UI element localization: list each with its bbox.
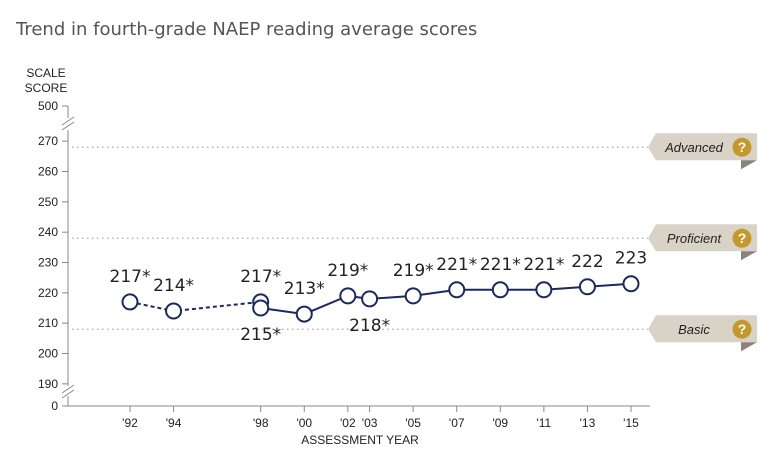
- data-point-accommodations-not-permitted-1994: [165, 302, 183, 320]
- reference-tag-fold-proficient: [741, 251, 757, 261]
- data-point-accommodations-permitted-2013: [578, 278, 596, 296]
- chart-title: Trend in fourth-grade NAEP reading avera…: [16, 19, 478, 40]
- help-icon-advanced: [732, 137, 752, 157]
- x-tick-label-2013: '13: [580, 416, 596, 430]
- x-tick-label-1994: '94: [166, 416, 182, 430]
- help-icon-basic: [732, 319, 752, 339]
- data-label-accommodations-not-permitted-1994: 214*: [153, 276, 194, 296]
- y-tick-label-260: 260: [38, 165, 58, 179]
- data-point-accommodations-permitted-1998: [252, 299, 270, 317]
- data-label-accommodations-permitted-2009: 221*: [480, 255, 521, 275]
- data-label-accommodations-not-permitted-1998: 217*: [240, 267, 281, 287]
- y-axis-break-top-b: [61, 121, 75, 131]
- x-tick-label-2000: '00: [296, 416, 312, 430]
- y-tick-label-240: 240: [38, 225, 58, 239]
- data-point-accommodations-permitted-2003: [361, 290, 379, 308]
- reference-tag-proficient: [648, 224, 757, 252]
- reference-label-basic: Basic: [678, 322, 710, 337]
- data-label-accommodations-permitted-2005: 219*: [393, 261, 434, 281]
- y-tick-label-220: 220: [38, 286, 58, 300]
- data-point-accommodations-permitted-2002: [339, 287, 357, 305]
- y-axis-break-bottom-b: [61, 389, 75, 399]
- x-tick-label-2015: '15: [623, 416, 639, 430]
- x-tick-label-2007: '07: [449, 416, 465, 430]
- y-axis-title-line2: SCORE: [25, 81, 68, 95]
- series-line-accommodations-not-permitted: [129, 300, 261, 313]
- data-point-accommodations-permitted-2000: [295, 305, 313, 323]
- reference-tag-fold-advanced: [741, 160, 757, 170]
- y-axis-break-bottom-a: [61, 384, 75, 394]
- reference-label-proficient: Proficient: [667, 231, 723, 246]
- data-label-accommodations-permitted-2011: 221*: [523, 255, 564, 275]
- reference-label-advanced: Advanced: [664, 140, 724, 155]
- data-label-accommodations-permitted-2013: 222: [571, 252, 603, 272]
- y-tick-label-0: 0: [51, 399, 58, 413]
- y-tick-label-250: 250: [38, 195, 58, 209]
- y-tick-label-500: 500: [38, 99, 58, 113]
- y-axis-break-top-a: [61, 116, 75, 126]
- x-tick-label-1992: '92: [122, 416, 138, 430]
- data-point-accommodations-permitted-2007: [448, 281, 466, 299]
- y-tick-label-210: 210: [38, 316, 58, 330]
- x-tick-label-2009: '09: [492, 416, 508, 430]
- x-tick-label-2011: '11: [536, 416, 551, 430]
- data-point-accommodations-permitted-2015: [622, 275, 640, 293]
- reference-tag-fold-basic: [741, 342, 757, 352]
- x-tick-label-2003: '03: [362, 416, 378, 430]
- x-tick-label-1998: '98: [253, 416, 269, 430]
- reference-tag-basic: [648, 315, 757, 343]
- data-label-accommodations-permitted-2002: 219*: [327, 261, 368, 281]
- data-point-accommodations-not-permitted-1992: [121, 293, 139, 311]
- x-axis-title: ASSESSMENT YEAR: [301, 433, 419, 447]
- data-point-accommodations-permitted-2011: [535, 281, 553, 299]
- y-tick-label-200: 200: [38, 347, 58, 361]
- y-axis-title-line1: SCALE: [26, 66, 65, 80]
- data-label-accommodations-permitted-1998: 215*: [240, 325, 281, 345]
- data-point-accommodations-permitted-2005: [404, 287, 422, 305]
- help-icon-glyph-basic: ?: [738, 321, 747, 337]
- data-label-accommodations-permitted-2000: 213*: [284, 279, 325, 299]
- y-tick-label-270: 270: [38, 134, 58, 148]
- reference-tag-advanced: [648, 133, 757, 161]
- data-label-accommodations-permitted-2015: 223: [615, 249, 647, 269]
- y-tick-label-230: 230: [38, 256, 58, 270]
- data-label-accommodations-permitted-2003: 218*: [349, 316, 390, 336]
- series-line-accommodations-permitted: [260, 282, 632, 316]
- help-icon-glyph-advanced: ?: [738, 139, 747, 155]
- help-icon-proficient: [732, 228, 752, 248]
- data-label-accommodations-permitted-2007: 221*: [436, 255, 477, 275]
- y-tick-label-190: 190: [38, 377, 58, 391]
- data-point-accommodations-permitted-2009: [491, 281, 509, 299]
- data-label-accommodations-not-permitted-1992: 217*: [110, 267, 151, 287]
- x-tick-label-2002: '02: [340, 416, 356, 430]
- x-tick-label-2005: '05: [405, 416, 421, 430]
- help-icon-glyph-proficient: ?: [738, 230, 747, 246]
